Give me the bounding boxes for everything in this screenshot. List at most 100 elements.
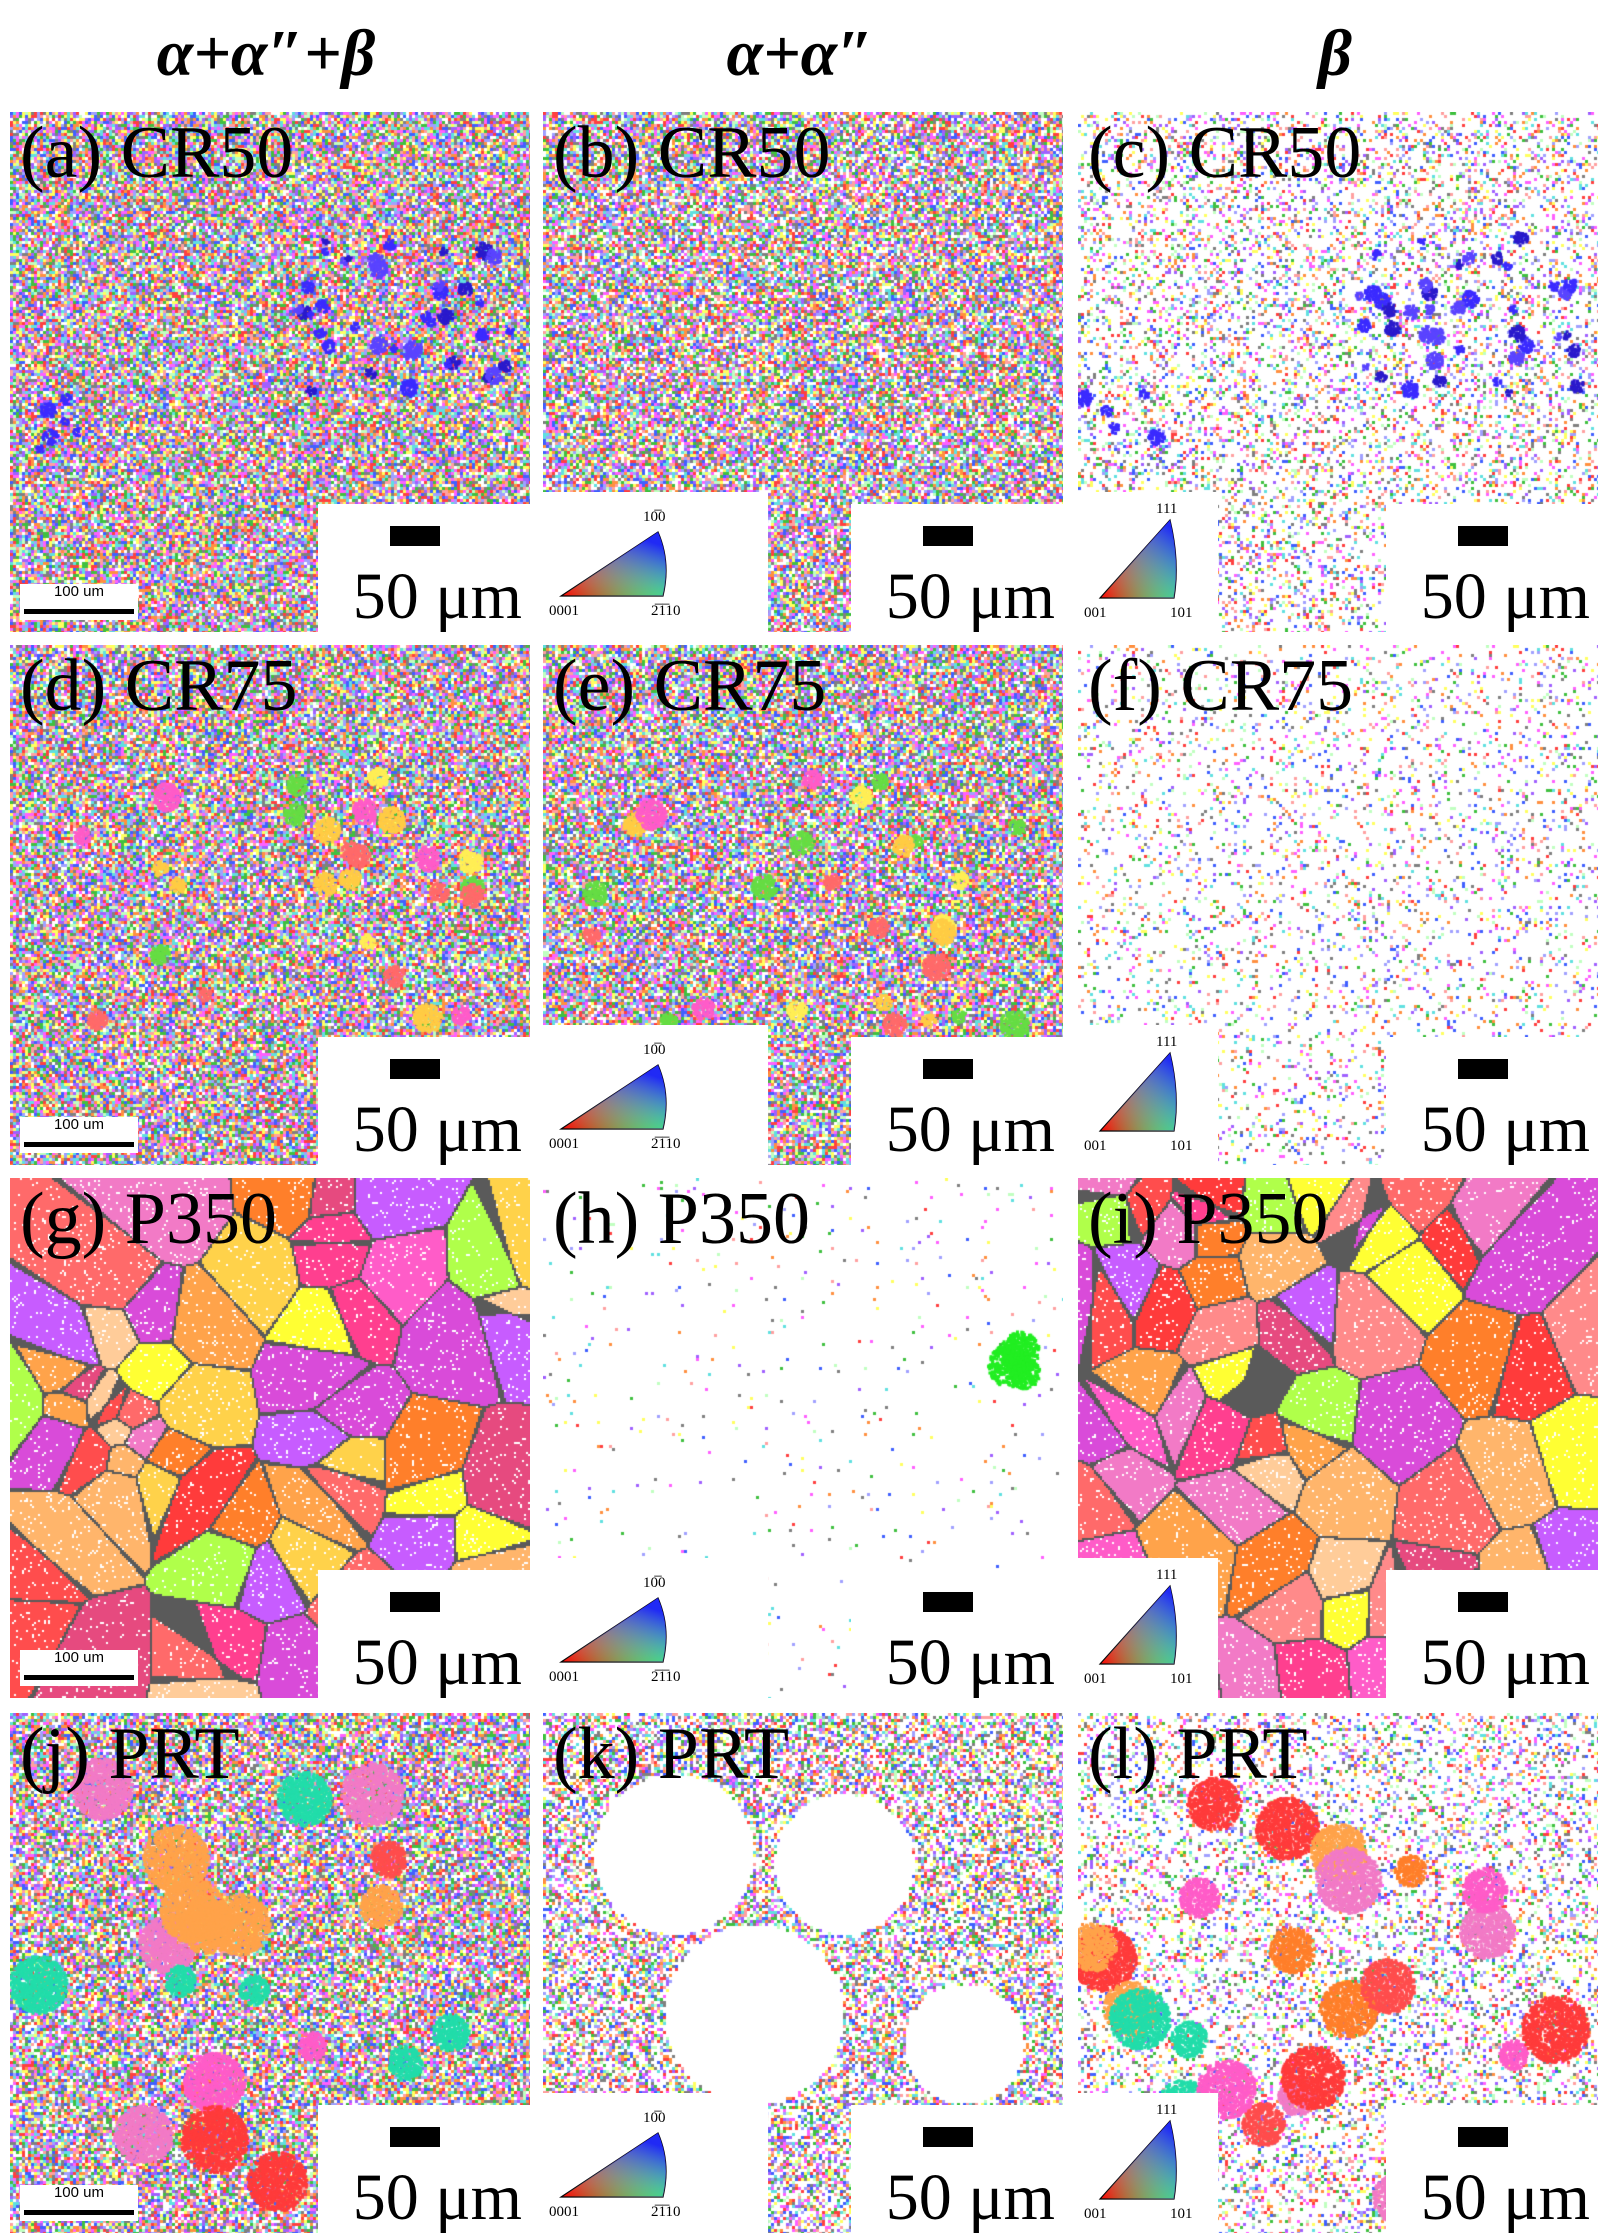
ebsd-panel: (i) P350 111 001 101 50 μm	[1078, 1178, 1598, 1698]
legend-label-left: 0001	[549, 603, 579, 619]
micron-bar-label: 100 um	[53, 2184, 105, 2201]
scale-bar: 50 μm	[318, 2105, 530, 2233]
scale-bar-line	[1458, 2127, 1508, 2147]
micron-bar-label: 100 um	[53, 583, 105, 600]
scale-bar: 50 μm	[1386, 1570, 1598, 1698]
legend-label-right: 2̅1̅10	[651, 2204, 681, 2220]
micron-bar-line	[24, 609, 134, 614]
micron-bar-label: 100 um	[53, 1649, 105, 1666]
scale-bar-line	[923, 2127, 973, 2147]
hexagonal-ipf-legend: 10̅0 0001 2̅1̅10	[543, 2093, 768, 2233]
ebsd-panel: (f) CR75 111 001 101 50 μm	[1078, 645, 1598, 1165]
legend-label-top: 10̅0	[643, 1575, 666, 1591]
panel-label: (b) CR50	[553, 112, 831, 194]
legend-label-left: 001	[1084, 1671, 1107, 1687]
legend-label-left: 001	[1084, 2206, 1107, 2222]
legend-label-right: 101	[1170, 605, 1193, 621]
panel-label: (a) CR50	[20, 112, 294, 194]
legend-label-left: 001	[1084, 1138, 1107, 1154]
ebsd-panel: (c) CR50 111 001 101 50 μm	[1078, 112, 1598, 632]
scale-bar-line	[390, 2127, 440, 2147]
legend-label-top: 111	[1156, 501, 1178, 517]
scale-bar: 50 μm	[851, 2105, 1063, 2233]
hexagonal-ipf-legend: 10̅0 0001 2̅1̅10	[543, 492, 768, 632]
scale-bar-label: 50 μm	[885, 560, 1055, 632]
scale-bar: 50 μm	[1386, 2105, 1598, 2233]
ebsd-panel: (l) PRT 111 001 101 50 μm	[1078, 1713, 1598, 2233]
scale-bar: 50 μm	[851, 504, 1063, 632]
ebsd-panel: (g) P350 100 um 50 μm	[10, 1178, 530, 1698]
legend-label-top: 111	[1156, 2102, 1178, 2118]
ebsd-panel: (j) PRT 100 um 50 μm	[10, 1713, 530, 2233]
panel-label: (j) PRT	[20, 1713, 240, 1795]
ebsd-panel: (b) CR50 10̅0 0001 2̅1̅10 50 μm	[543, 112, 1063, 632]
panel-label: (i) P350	[1088, 1178, 1329, 1260]
column-header-3: β	[1318, 17, 1352, 90]
micron-bar: 100 um	[20, 584, 138, 620]
scale-bar-label: 50 μm	[1420, 560, 1590, 632]
legend-label-left: 0001	[549, 1669, 579, 1685]
column-header-2: α+α″	[726, 17, 874, 90]
panel-label: (f) CR75	[1088, 645, 1354, 727]
scale-bar-label: 50 μm	[885, 2161, 1055, 2233]
scale-bar-label: 50 μm	[1420, 1626, 1590, 1698]
scale-bar-line	[923, 526, 973, 546]
micron-bar: 100 um	[20, 1650, 138, 1686]
legend-label-right: 2̅1̅10	[651, 603, 681, 619]
panel-label: (c) CR50	[1088, 112, 1362, 194]
scale-bar-label: 50 μm	[352, 560, 522, 632]
legend-label-top: 10̅0	[643, 509, 666, 525]
cubic-ipf-legend: 111 001 101	[1078, 492, 1218, 632]
legend-label-top: 10̅0	[643, 1042, 666, 1058]
legend-label-right: 101	[1170, 1138, 1193, 1154]
panel-label: (l) PRT	[1088, 1713, 1308, 1795]
column-header-1: α+α″+β	[156, 17, 376, 90]
cubic-ipf-legend: 111 001 101	[1078, 2093, 1218, 2233]
scale-bar-label: 50 μm	[352, 1626, 522, 1698]
scale-bar-line	[923, 1592, 973, 1612]
panel-label: (g) P350	[20, 1178, 277, 1260]
scale-bar-line	[390, 1059, 440, 1079]
micron-bar: 100 um	[20, 1117, 138, 1153]
legend-label-right: 101	[1170, 2206, 1193, 2222]
micron-bar-line	[24, 1675, 134, 1680]
legend-label-right: 101	[1170, 1671, 1193, 1687]
scale-bar: 50 μm	[318, 1037, 530, 1165]
ebsd-panel: (k) PRT 10̅0 0001 2̅1̅10 50 μm	[543, 1713, 1063, 2233]
scale-bar-line	[923, 1059, 973, 1079]
scale-bar-label: 50 μm	[1420, 2161, 1590, 2233]
ebsd-panel: (d) CR75 100 um 50 μm	[10, 645, 530, 1165]
legend-label-left: 001	[1084, 605, 1107, 621]
legend-label-right: 2̅1̅10	[651, 1136, 681, 1152]
cubic-ipf-legend: 111 001 101	[1078, 1025, 1218, 1165]
scale-bar: 50 μm	[318, 504, 530, 632]
panel-label: (h) P350	[553, 1178, 810, 1260]
scale-bar: 50 μm	[851, 1037, 1063, 1165]
legend-label-top: 10̅0	[643, 2110, 666, 2126]
hexagonal-ipf-legend: 10̅0 0001 2̅1̅10	[543, 1558, 768, 1698]
scale-bar-label: 50 μm	[352, 1093, 522, 1165]
scale-bar: 50 μm	[1386, 504, 1598, 632]
ebsd-panel: (e) CR75 10̅0 0001 2̅1̅10 50 μm	[543, 645, 1063, 1165]
legend-label-right: 2̅1̅10	[651, 1669, 681, 1685]
panel-label: (k) PRT	[553, 1713, 790, 1795]
micron-bar-label: 100 um	[53, 1116, 105, 1133]
ebsd-panel: (a) CR50 100 um 50 μm	[10, 112, 530, 632]
legend-label-top: 111	[1156, 1034, 1178, 1050]
legend-label-top: 111	[1156, 1567, 1178, 1583]
scale-bar: 50 μm	[851, 1570, 1063, 1698]
panel-label: (d) CR75	[20, 645, 298, 727]
micron-bar: 100 um	[20, 2185, 138, 2221]
ebsd-panel: (h) P350 10̅0 0001 2̅1̅10 50 μm	[543, 1178, 1063, 1698]
scale-bar-label: 50 μm	[352, 2161, 522, 2233]
cubic-ipf-legend: 111 001 101	[1078, 1558, 1218, 1698]
micron-bar-line	[24, 2210, 134, 2215]
legend-label-left: 0001	[549, 1136, 579, 1152]
scale-bar-label: 50 μm	[1420, 1093, 1590, 1165]
scale-bar: 50 μm	[1386, 1037, 1598, 1165]
scale-bar: 50 μm	[318, 1570, 530, 1698]
micron-bar-line	[24, 1142, 134, 1147]
scale-bar-line	[1458, 1059, 1508, 1079]
scale-bar-line	[1458, 526, 1508, 546]
scale-bar-line	[390, 1592, 440, 1612]
